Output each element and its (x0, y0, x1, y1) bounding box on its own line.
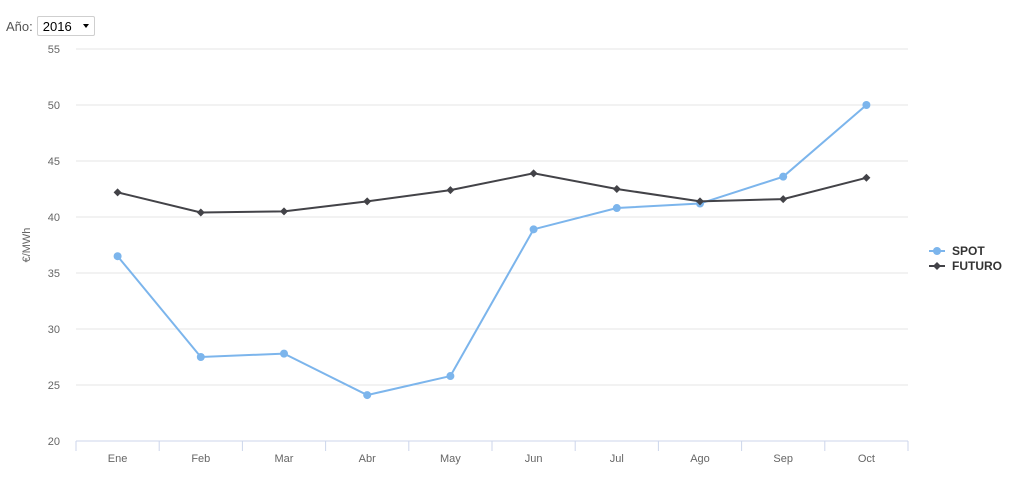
y-tick-label: 40 (48, 212, 60, 224)
x-tick-label: Sep (773, 453, 793, 465)
data-point-spot[interactable] (280, 349, 288, 358)
year-filter: Año: 2016 (6, 16, 95, 36)
data-point-futuro[interactable] (196, 208, 205, 217)
x-tick-label: Jun (525, 453, 543, 465)
series-spot (113, 101, 871, 400)
year-label: Año: (6, 18, 33, 34)
data-point-spot[interactable] (862, 101, 871, 109)
y-tick-label: 25 (48, 380, 60, 392)
data-point-spot[interactable] (529, 225, 538, 234)
series (113, 101, 871, 400)
y-tick-label: 30 (48, 324, 60, 336)
data-point-futuro[interactable] (696, 197, 704, 206)
legend-item-spot[interactable]: SPOT (929, 244, 985, 258)
x-tick-label: Abr (359, 453, 376, 465)
grid (76, 48, 908, 386)
y-tick-label: 35 (48, 268, 60, 280)
data-point-spot[interactable] (113, 252, 122, 261)
legend-item-futuro[interactable]: FUTURO (929, 259, 1002, 273)
series-futuro (113, 169, 871, 217)
x-tick-label: Ago (690, 453, 710, 465)
x-tick-label: Mar (275, 453, 294, 465)
series-line-spot (116, 104, 868, 397)
series-line-futuro (117, 172, 867, 214)
y-tick-label: 50 (48, 100, 60, 112)
y-tick-label: 20 (48, 436, 60, 448)
data-point-futuro[interactable] (446, 186, 455, 195)
legend-label: SPOT (952, 244, 985, 258)
x-axis: Ene Feb Mar Abr May Jun Jul Ago Sep Oct (75, 440, 909, 465)
x-tick-label: Feb (191, 453, 210, 465)
y-tick-label: 55 (48, 44, 60, 56)
data-point-spot[interactable] (779, 172, 788, 181)
year-select[interactable]: 2016 (36, 16, 95, 36)
data-point-futuro[interactable] (529, 169, 538, 178)
x-tick-label: May (440, 453, 461, 465)
data-point-spot[interactable] (446, 372, 455, 381)
x-tick-label: Oct (858, 453, 875, 465)
data-point-spot[interactable] (612, 204, 621, 213)
x-tick-label: Jul (610, 453, 624, 465)
year-select-value: 2016 (42, 18, 72, 34)
data-point-futuro[interactable] (862, 173, 871, 182)
legend-marker[interactable] (933, 262, 941, 270)
data-point-futuro[interactable] (779, 195, 788, 204)
legend-label: FUTURO (952, 259, 1002, 273)
data-point-spot[interactable] (196, 353, 205, 361)
x-tick-label: Ene (108, 453, 128, 465)
y-axis-label: €/MWh (21, 228, 33, 263)
legend-marker[interactable] (933, 247, 941, 255)
data-point-futuro[interactable] (113, 188, 122, 197)
y-tick-label: 45 (48, 156, 60, 168)
data-point-futuro[interactable] (280, 207, 288, 216)
data-point-futuro[interactable] (612, 185, 621, 193)
chevron-down-icon (82, 24, 89, 28)
data-point-futuro[interactable] (363, 197, 372, 206)
y-axis-ticks: 20 25 30 35 40 45 50 55 (48, 44, 60, 448)
data-point-spot[interactable] (363, 391, 372, 400)
